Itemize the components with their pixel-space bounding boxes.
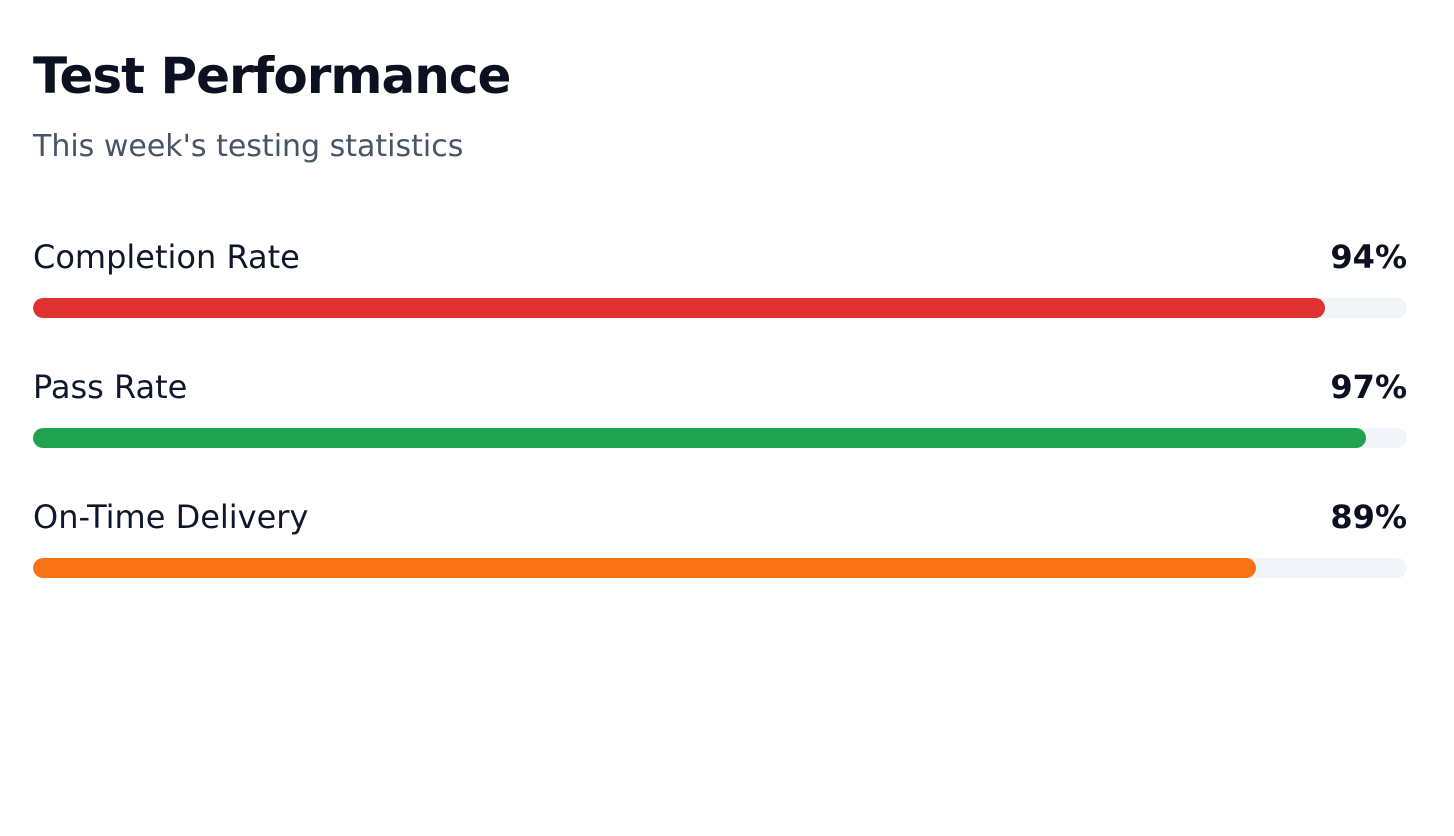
metric-on-time-delivery: On-Time Delivery 89% xyxy=(33,497,1407,587)
metric-value: 89% xyxy=(1330,498,1407,536)
page-title: Test Performance xyxy=(33,47,511,105)
metric-completion-rate: Completion Rate 94% xyxy=(33,237,1407,327)
metric-value: 94% xyxy=(1330,238,1407,276)
metric-pass-rate: Pass Rate 97% xyxy=(33,367,1407,457)
progress-fill xyxy=(33,298,1325,318)
metric-label: Pass Rate xyxy=(33,368,188,406)
progress-track xyxy=(33,558,1407,578)
progress-track xyxy=(33,298,1407,318)
page-subtitle: This week's testing statistics xyxy=(33,129,464,164)
metric-value: 97% xyxy=(1330,368,1407,406)
metric-label: On-Time Delivery xyxy=(33,498,309,536)
progress-track xyxy=(33,428,1407,448)
metric-label: Completion Rate xyxy=(33,238,300,276)
progress-fill xyxy=(33,428,1366,448)
progress-fill xyxy=(33,558,1256,578)
